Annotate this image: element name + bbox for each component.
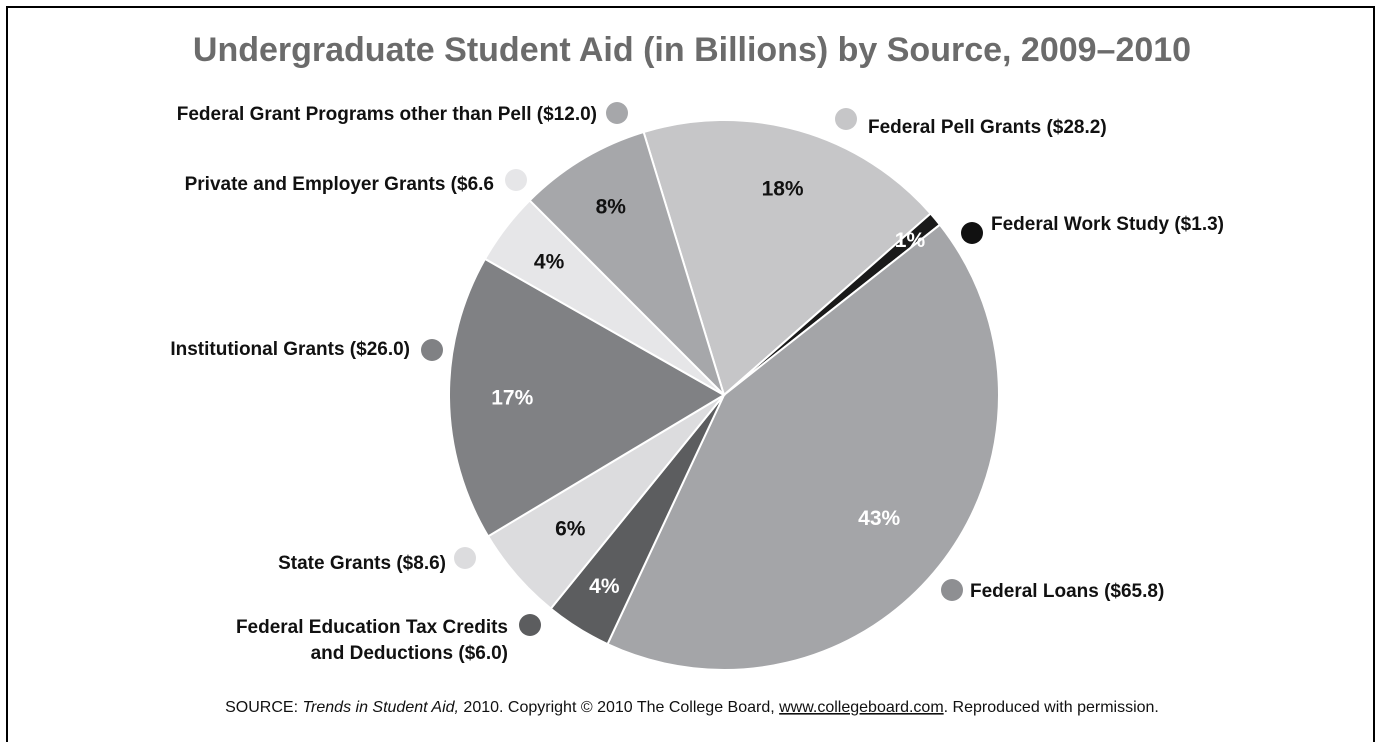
legend-dot xyxy=(421,339,443,361)
slice-label: Federal Work Study ($1.3) xyxy=(991,214,1224,235)
legend-dot xyxy=(519,614,541,636)
slice-label: Institutional Grants ($26.0) xyxy=(170,339,410,360)
slice-label: State Grants ($8.6) xyxy=(278,553,446,574)
source-note: SOURCE: Trends in Student Aid, 2010. Cop… xyxy=(225,699,1159,716)
slice-percent-label: 4% xyxy=(589,575,620,598)
slice-percent-label: 17% xyxy=(491,386,533,409)
slice-label-line2: and Deductions ($6.0) xyxy=(311,643,508,664)
slice-percent-label: 4% xyxy=(534,251,565,274)
slice-percent-label: 6% xyxy=(555,517,586,540)
slice-percent-label: 8% xyxy=(596,195,627,218)
slice-percent-label: 1% xyxy=(895,229,926,252)
source-suffix: . Reproduced with permission. xyxy=(944,699,1159,716)
slice-label: Federal Pell Grants ($28.2) xyxy=(868,117,1107,138)
legend-dot xyxy=(505,169,527,191)
source-prefix: SOURCE: xyxy=(225,699,302,716)
chart-title: Undergraduate Student Aid (in Billions) … xyxy=(193,31,1191,69)
percent-labels: 18% 1% 43% 4% 6% 17% 4% 8% xyxy=(491,178,925,598)
slice-callouts: Federal Pell Grants ($28.2) Federal Work … xyxy=(170,102,1224,664)
pie-slice xyxy=(528,130,725,396)
legend-dot xyxy=(454,547,476,569)
source-title: Trends in Student Aid, xyxy=(302,699,459,716)
pie-slice xyxy=(642,119,933,397)
legend-dot xyxy=(835,108,857,130)
slice-label: Private and Employer Grants ($6.6 xyxy=(185,174,494,195)
slice-percent-label: 18% xyxy=(762,178,804,201)
source-link[interactable]: www.collegeboard.com xyxy=(778,699,944,716)
source-middle: 2010. Copyright © 2010 The College Board… xyxy=(459,699,779,716)
pie-slice xyxy=(606,223,1000,671)
pie-slices xyxy=(448,119,1000,671)
slice-label: Federal Loans ($65.8) xyxy=(970,581,1164,602)
slice-label: Federal Grant Programs other than Pell (… xyxy=(177,104,597,125)
legend-dot xyxy=(961,222,983,244)
legend-dot xyxy=(606,102,628,124)
pie-slice xyxy=(448,257,726,538)
slice-percent-label: 43% xyxy=(858,507,900,530)
slice-label: Federal Education Tax Credits xyxy=(236,617,508,638)
legend-dot xyxy=(941,579,963,601)
